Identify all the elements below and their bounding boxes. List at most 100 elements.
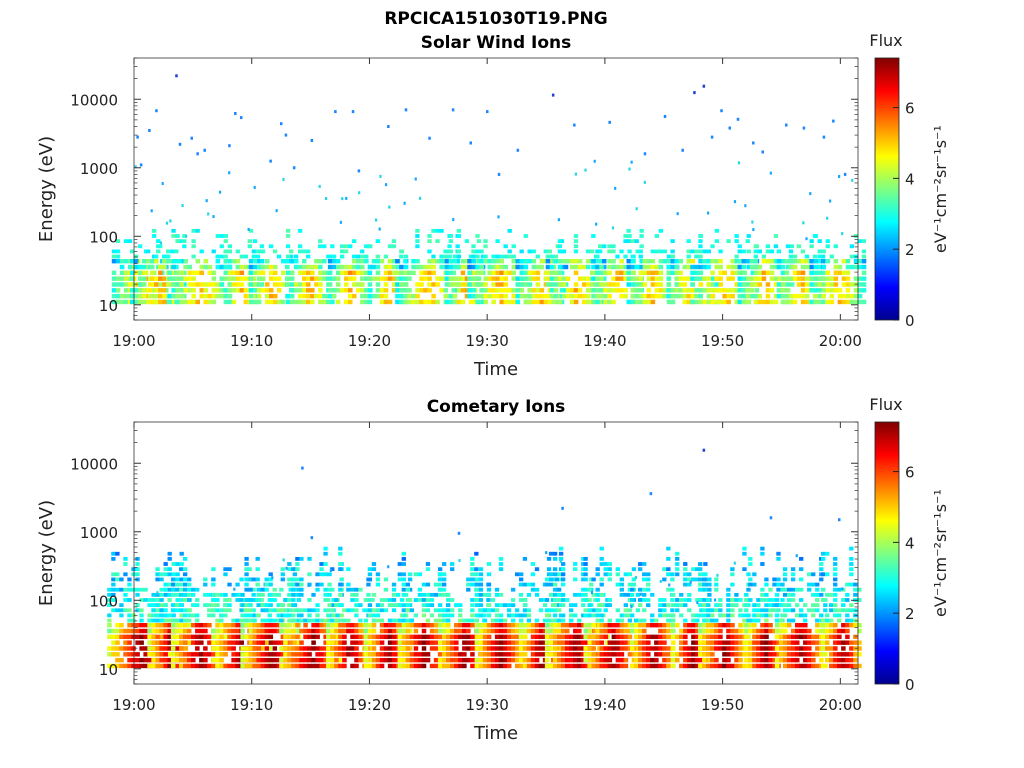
heatmap-cell — [223, 293, 229, 299]
heatmap-cell — [841, 282, 847, 287]
heatmap-cell — [327, 592, 332, 597]
heatmap-cell — [170, 592, 176, 597]
heatmap-cell — [800, 249, 806, 254]
heatmap-cell — [227, 288, 233, 293]
heatmap-cell — [619, 582, 624, 587]
heatmap-cell — [494, 640, 500, 645]
heatmap-cell — [129, 276, 135, 281]
heatmap-cell — [203, 592, 208, 597]
heatmap-cell — [187, 640, 193, 645]
heatmap-cell — [483, 254, 488, 259]
heatmap-cell — [446, 646, 451, 651]
heatmap-cell — [526, 622, 532, 628]
heatmap-cell — [565, 646, 570, 651]
heatmap-cell — [223, 234, 228, 238]
heatmap-cell — [796, 293, 802, 299]
heatmap-cell — [510, 587, 516, 592]
heatmap-cell — [288, 640, 294, 645]
heatmap-cell — [583, 567, 588, 572]
heatmap-cell — [182, 234, 187, 238]
heatmap-cell — [607, 270, 612, 276]
heatmap-cell — [776, 258, 782, 264]
heatmap-cell — [158, 276, 163, 281]
heatmap-cell — [244, 646, 249, 651]
heatmap-cell — [845, 276, 851, 281]
heatmap-cell — [187, 282, 192, 287]
heatmap-cell — [199, 293, 205, 299]
heatmap-cell — [515, 258, 521, 264]
heatmap-cell — [235, 288, 241, 293]
sparse-hit — [169, 219, 172, 223]
heatmap-cell — [607, 572, 612, 577]
heatmap-cell — [256, 652, 261, 657]
heatmap-cell — [782, 608, 788, 613]
heatmap-cell — [595, 270, 600, 276]
heatmap-cell — [658, 603, 663, 608]
heatmap-cell — [558, 556, 564, 561]
heatmap-cell — [429, 628, 435, 634]
heatmap-cell — [764, 592, 769, 597]
heatmap-cell — [239, 264, 245, 270]
heatmap-cell — [789, 244, 795, 249]
heatmap-cell — [749, 288, 755, 293]
heatmap-cell — [756, 634, 761, 640]
heatmap-cell — [183, 613, 188, 618]
heatmap-cell — [306, 282, 311, 287]
heatmap-cell — [462, 657, 467, 663]
heatmap-cell — [845, 264, 851, 270]
heatmap-cell — [538, 634, 544, 640]
heatmap-cell — [706, 640, 711, 645]
heatmap-cell — [111, 282, 117, 287]
heatmap-cell — [764, 657, 769, 663]
heatmap-cell — [722, 299, 727, 305]
heatmap-cell — [346, 567, 351, 572]
heatmap-cell — [639, 234, 644, 238]
heatmap-cell — [451, 288, 456, 293]
heatmap-cell — [741, 264, 747, 270]
heatmap-cell — [371, 640, 377, 645]
heatmap-cell — [307, 618, 312, 623]
heatmap-cell — [401, 663, 407, 669]
heatmap-cell — [718, 299, 723, 305]
heatmap-cell — [268, 663, 274, 669]
heatmap-cell — [698, 640, 703, 645]
heatmap-cell — [306, 249, 311, 254]
heatmap-cell — [415, 264, 420, 270]
heatmap-cell — [147, 618, 152, 623]
heatmap-cell — [439, 276, 444, 281]
heatmap-cell — [718, 634, 723, 640]
heatmap-cell — [646, 652, 651, 657]
heatmap-cell — [339, 264, 345, 270]
heatmap-cell — [486, 622, 492, 628]
heatmap-cell — [585, 276, 591, 281]
heatmap-cell — [187, 592, 192, 597]
heatmap-cell — [326, 646, 331, 651]
heatmap-cell — [615, 663, 621, 669]
heatmap-cell — [494, 608, 500, 613]
heatmap-cell — [560, 603, 566, 608]
heatmap-cell — [291, 618, 296, 623]
panel-solar-wind: Solar Wind Ions 19:00 19:10 19:20 19:30 19:4… — [36, 33, 867, 380]
heatmap-cell — [371, 634, 377, 640]
heatmap-cell — [141, 264, 147, 270]
sparse-hit — [469, 141, 473, 145]
heatmap-cell — [421, 582, 427, 587]
heatmap-cell — [387, 634, 393, 640]
heatmap-cell — [627, 622, 633, 628]
heatmap-cell — [714, 228, 720, 233]
heatmap-cell — [591, 613, 596, 618]
heatmap-cell — [534, 640, 540, 645]
heatmap-cell — [658, 628, 663, 634]
heatmap-cell — [291, 567, 296, 572]
heatmap-cell — [510, 640, 516, 645]
heatmap-cell — [342, 663, 347, 669]
heatmap-cell — [511, 264, 517, 270]
sparse-hit — [751, 220, 754, 224]
heatmap-cell — [757, 249, 762, 254]
heatmap-cell — [415, 282, 420, 287]
heatmap-cell — [658, 598, 663, 602]
heatmap-cell — [772, 663, 777, 669]
heatmap-cell — [738, 598, 743, 602]
heatmap-cell — [163, 622, 168, 628]
heatmap-cell — [710, 293, 715, 299]
